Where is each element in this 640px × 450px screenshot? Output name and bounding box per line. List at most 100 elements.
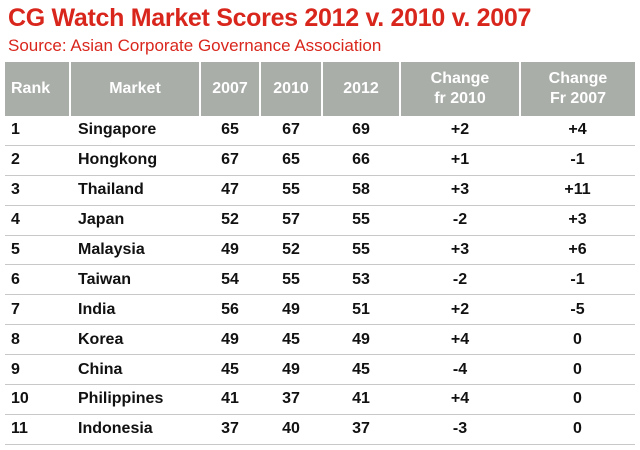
table-cell: Taiwan <box>70 264 200 296</box>
table-cell: +3 <box>400 235 520 266</box>
table-cell: 56 <box>200 294 260 326</box>
table-cell: 37 <box>260 384 322 415</box>
table-cell: +2 <box>400 116 520 146</box>
table-cell: 7 <box>5 294 70 326</box>
table-cell: 49 <box>200 235 260 266</box>
subtitle: Source: Asian Corporate Governance Assoc… <box>8 36 382 55</box>
table-cell: 53 <box>322 264 400 296</box>
table-cell: 49 <box>200 324 260 356</box>
table-cell: 45 <box>322 354 400 386</box>
table-cell: 9 <box>5 354 70 386</box>
table-cell: -1 <box>520 264 635 296</box>
table-row: 1 Singapore 65 67 69 +2 +4 <box>5 116 635 146</box>
table-cell: +4 <box>520 116 635 146</box>
table-cell: 55 <box>322 235 400 266</box>
table-cell: 1 <box>5 116 70 146</box>
table-cell: +4 <box>400 384 520 415</box>
table-cell: 45 <box>260 324 322 356</box>
table-cell: -5 <box>520 294 635 326</box>
table-cell: 37 <box>200 414 260 445</box>
table-cell: 2 <box>5 145 70 176</box>
table-cell: Korea <box>70 324 200 356</box>
table-cell: Malaysia <box>70 235 200 266</box>
table-cell: +4 <box>400 324 520 356</box>
table-row: 4 Japan 52 57 55 -2 +3 <box>5 205 635 236</box>
column-header: Change fr 2010 <box>399 62 520 116</box>
table-cell: -2 <box>400 264 520 296</box>
table-row: 2 Hongkong 67 65 66 +1 -1 <box>5 145 635 176</box>
table-cell: 49 <box>260 294 322 326</box>
table-cell: China <box>70 354 200 386</box>
header-row: Rank Market 2007 2010 2012 Change fr 2010 Chan… <box>5 62 635 116</box>
table-cell: 4 <box>5 205 70 236</box>
table-cell: 66 <box>322 145 400 176</box>
table-cell: Japan <box>70 205 200 236</box>
table-row: 3 Thailand 47 55 58 +3 +11 <box>5 175 635 206</box>
table-cell: Indonesia <box>70 414 200 445</box>
table-cell: 52 <box>260 235 322 266</box>
table-row: 11 Indonesia 37 40 37 -3 0 <box>5 414 635 445</box>
column-header: Market <box>69 62 200 116</box>
table-cell: +3 <box>400 175 520 206</box>
table-cell: 67 <box>200 145 260 176</box>
table-cell: 51 <box>322 294 400 326</box>
table-cell: +6 <box>520 235 635 266</box>
table-row: 6 Taiwan 54 55 53 -2 -1 <box>5 264 635 296</box>
table-cell: -4 <box>400 354 520 386</box>
table-cell: +3 <box>520 205 635 236</box>
column-header: 2010 <box>259 62 322 116</box>
table-cell: 67 <box>260 116 322 146</box>
table-row: 8 Korea 49 45 49 +4 0 <box>5 324 635 356</box>
table-cell: +2 <box>400 294 520 326</box>
table-cell: -1 <box>520 145 635 176</box>
scores-table: Rank Market 2007 2010 2012 Change fr 2010 Chan… <box>5 62 635 445</box>
table-cell: Singapore <box>70 116 200 146</box>
table-row: 9 China 45 49 45 -4 0 <box>5 354 635 386</box>
table-cell: 49 <box>260 354 322 386</box>
table-cell: 45 <box>200 354 260 386</box>
table-cell: 0 <box>520 414 635 445</box>
column-header: Rank <box>5 62 70 116</box>
table-cell: 6 <box>5 264 70 296</box>
table-cell: 10 <box>5 384 70 415</box>
table-cell: 3 <box>5 175 70 206</box>
table-cell: 58 <box>322 175 400 206</box>
title: CG Watch Market Scores 2012 v. 2010 v. 2… <box>8 4 532 32</box>
table-cell: +11 <box>520 175 635 206</box>
table-cell: 8 <box>5 324 70 356</box>
table-cell: Thailand <box>70 175 200 206</box>
table-cell: 55 <box>322 205 400 236</box>
table-cell: 0 <box>520 354 635 386</box>
table-cell: 11 <box>5 414 70 445</box>
table-row: 7 India 56 49 51 +2 -5 <box>5 294 635 326</box>
table-cell: 40 <box>260 414 322 445</box>
table-cell: 37 <box>322 414 400 445</box>
column-header: 2012 <box>321 62 400 116</box>
table-body: 1 Singapore 65 67 69 +2 +4 2 Hongkong 67 65 66 +1 -1 3… <box>5 116 635 445</box>
table-row: 5 Malaysia 49 52 55 +3 +6 <box>5 235 635 266</box>
table-cell: -3 <box>400 414 520 445</box>
table-cell: 41 <box>200 384 260 415</box>
table-cell: 0 <box>520 384 635 415</box>
table-cell: 55 <box>260 264 322 296</box>
table-cell: 57 <box>260 205 322 236</box>
table-cell: 47 <box>200 175 260 206</box>
table-cell: Hongkong <box>70 145 200 176</box>
table-cell: India <box>70 294 200 326</box>
table-cell: 5 <box>5 235 70 266</box>
table-cell: 49 <box>322 324 400 356</box>
table-cell: +1 <box>400 145 520 176</box>
column-header: 2007 <box>199 62 260 116</box>
table-cell: 52 <box>200 205 260 236</box>
table-cell: Philippines <box>70 384 200 415</box>
table-cell: 65 <box>200 116 260 146</box>
column-header: Change Fr 2007 <box>519 62 635 116</box>
table-cell: 54 <box>200 264 260 296</box>
table-cell: 0 <box>520 324 635 356</box>
table-cell: 41 <box>322 384 400 415</box>
table-cell: 65 <box>260 145 322 176</box>
table-row: 10 Philippines 41 37 41 +4 0 <box>5 384 635 415</box>
table-cell: 69 <box>322 116 400 146</box>
table-cell: -2 <box>400 205 520 236</box>
